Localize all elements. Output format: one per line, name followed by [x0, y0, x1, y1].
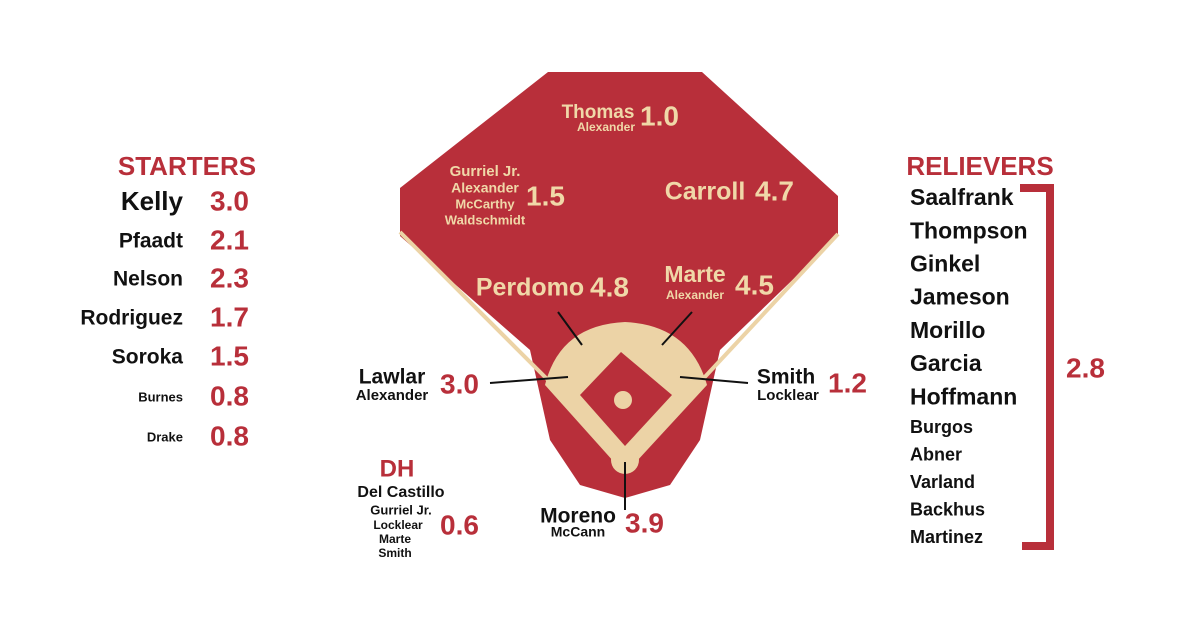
connector: [489, 376, 569, 384]
reliever-name: Varland: [910, 472, 975, 492]
home-plate: [611, 446, 639, 474]
position-player: McCann: [551, 524, 605, 540]
reliever-name: Hoffmann: [910, 383, 1017, 409]
position-player: Marte: [664, 261, 725, 287]
starter-value: 3.0: [210, 185, 249, 216]
position-player: Smith: [757, 366, 815, 389]
reliever-name: Abner: [910, 444, 962, 464]
position-value: 3.9: [625, 507, 664, 538]
starters-title: STARTERS: [118, 151, 256, 181]
reliever-name: Ginkel: [910, 250, 980, 276]
position-value: 3.0: [440, 368, 479, 399]
foul-line: [398, 230, 550, 382]
starter-value: 2.1: [210, 224, 249, 255]
position-value: 4.5: [735, 269, 774, 300]
dh-name: Gurriel Jr.: [370, 502, 431, 517]
position-value: 1.2: [828, 367, 867, 398]
reliever-name: Burgos: [910, 417, 973, 437]
position-player: Gurriel Jr.: [450, 163, 521, 180]
connector: [679, 376, 749, 384]
dh-name: Locklear: [373, 518, 423, 532]
reliever-name: Saalfrank: [910, 184, 1014, 210]
dh-name: Marte: [379, 532, 411, 546]
relievers-title: RELIEVERS: [906, 151, 1053, 181]
relievers-value: 2.8: [1066, 352, 1105, 383]
position-value: 1.5: [526, 180, 565, 211]
connector: [661, 311, 693, 346]
reliever-name: Backhus: [910, 499, 985, 519]
starter-name: Nelson: [113, 268, 183, 291]
position-value: 4.8: [590, 271, 629, 302]
starter-name: Pfaadt: [119, 230, 183, 253]
connectors: [489, 311, 749, 510]
position-player: Perdomo: [476, 274, 584, 302]
starter-name: Rodriguez: [80, 307, 183, 330]
position-value: 4.7: [755, 175, 794, 206]
relievers-bracket: [1020, 184, 1054, 550]
field: [400, 72, 838, 498]
starter-name: Burnes: [138, 389, 183, 404]
starter-name: Soroka: [112, 346, 184, 369]
position-player: Carroll: [665, 178, 746, 206]
position-player: Locklear: [757, 387, 819, 404]
position-player: Lawlar: [359, 366, 426, 389]
position-player: Waldschmidt: [445, 212, 526, 227]
position-player: Alexander: [666, 288, 724, 302]
reliever-name: Garcia: [910, 350, 982, 376]
position-player: McCarthy: [455, 196, 515, 211]
position-player: Alexander: [577, 120, 635, 134]
reliever-name: Martinez: [910, 527, 983, 547]
dh-value: 0.6: [440, 509, 479, 540]
reliever-name: Jameson: [910, 284, 1010, 310]
foul-line: [700, 232, 840, 382]
position-player: Alexander: [356, 387, 429, 404]
starter-name: Kelly: [121, 186, 184, 216]
dh-title: DH: [380, 455, 415, 482]
position-value: 1.0: [640, 100, 679, 131]
starter-value: 0.8: [210, 380, 249, 411]
starter-value: 1.5: [210, 340, 249, 371]
position-player: Thomas: [562, 102, 635, 123]
dh-name: Smith: [378, 546, 411, 560]
starter-value: 2.3: [210, 262, 249, 293]
starter-name: Drake: [147, 429, 183, 444]
position-player: Moreno: [540, 505, 616, 528]
position-player: Alexander: [451, 180, 519, 196]
reliever-name: Thompson: [910, 217, 1028, 243]
starter-value: 1.7: [210, 301, 249, 332]
dh-name: Del Castillo: [357, 484, 444, 501]
pitchers-mound: [614, 391, 632, 409]
reliever-name: Morillo: [910, 317, 985, 343]
connector: [557, 311, 583, 346]
starter-value: 0.8: [210, 420, 249, 451]
